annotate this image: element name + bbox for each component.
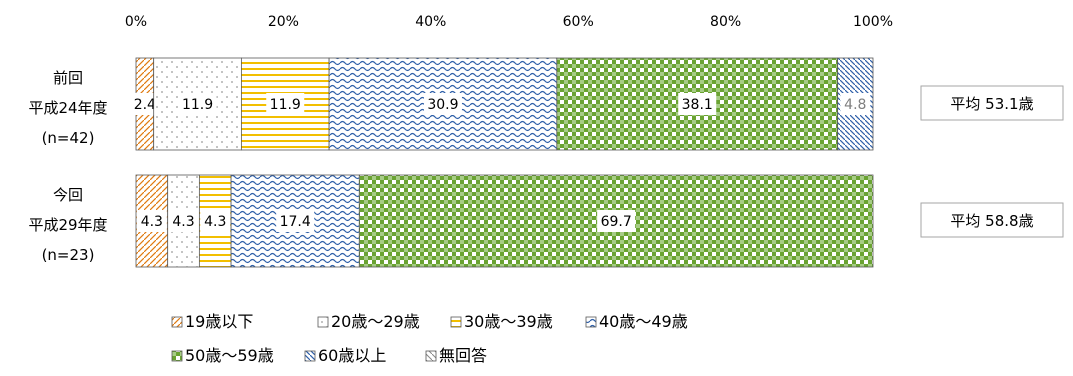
data-label: 2.4 [134, 97, 156, 113]
x-tick-label: 100% [853, 14, 893, 30]
legend-label: 19歳以下 [185, 312, 253, 331]
data-label: 4.8 [844, 97, 866, 113]
data-label-bg [136, 210, 167, 232]
bars: 2.4 11.9 11.9 30.9 38.1 4.8 4.3 4.3 4.3 17.4 69.7 [129, 57, 874, 268]
legend-label: 40歳～49歳 [599, 312, 688, 331]
data-label-bg [168, 210, 199, 232]
data-label-bg [276, 210, 315, 232]
legend: 19歳以下 20歳～29歳 30歳～39歳 40歳～49歳 50歳～59歳 60歳以上 無回… [171, 312, 688, 365]
data-label-bg [678, 93, 717, 115]
legend-swatch [585, 316, 597, 328]
average-text: 平均 53.1歳 [950, 95, 1033, 113]
x-tick-label: 0% [125, 14, 147, 30]
x-axis-ticks: 0% 20% 40% 60% 80% 100% [125, 14, 893, 30]
data-label-bg [178, 93, 217, 115]
data-label-bg [266, 93, 305, 115]
data-label: 38.1 [682, 97, 713, 113]
x-tick-label: 80% [710, 14, 741, 30]
data-label-bg [840, 93, 871, 115]
legend-label: 30歳～39歳 [464, 312, 553, 331]
data-label-bg [200, 210, 231, 232]
legend-label: 50歳～59歳 [185, 346, 274, 365]
data-label-bg [129, 93, 160, 115]
legend-swatch [425, 350, 437, 362]
legend-label: 20歳～29歳 [331, 312, 420, 331]
data-label: 11.9 [270, 97, 301, 113]
legend-label: 無回答 [439, 346, 487, 365]
legend-swatch [304, 350, 316, 362]
category-label: 前回 [53, 69, 83, 87]
data-label: 30.9 [427, 97, 458, 113]
legend-label: 60歳以上 [318, 346, 386, 365]
data-label: 4.3 [141, 214, 163, 230]
category-label: 平成29年度 [28, 216, 107, 234]
legend-swatch [171, 350, 183, 362]
data-label: 17.4 [280, 214, 311, 230]
data-label: 4.3 [172, 214, 194, 230]
legend-swatch [450, 316, 462, 328]
data-label-bg [597, 210, 636, 232]
average-text: 平均 58.8歳 [950, 212, 1033, 230]
data-label-bg [423, 93, 462, 115]
average-box [920, 85, 1064, 121]
category-label: (n=42) [42, 129, 95, 147]
category-label: 平成24年度 [28, 99, 107, 117]
legend-swatch [317, 316, 329, 328]
x-tick-label: 40% [415, 14, 446, 30]
legend-swatch [171, 316, 183, 328]
data-label: 4.3 [204, 214, 226, 230]
category-label: 今回 [53, 186, 83, 204]
x-tick-label: 60% [563, 14, 594, 30]
data-label: 69.7 [601, 214, 632, 230]
x-tick-label: 20% [268, 14, 299, 30]
data-label: 11.9 [182, 97, 213, 113]
average-box [920, 202, 1064, 238]
category-label: (n=23) [42, 246, 95, 264]
